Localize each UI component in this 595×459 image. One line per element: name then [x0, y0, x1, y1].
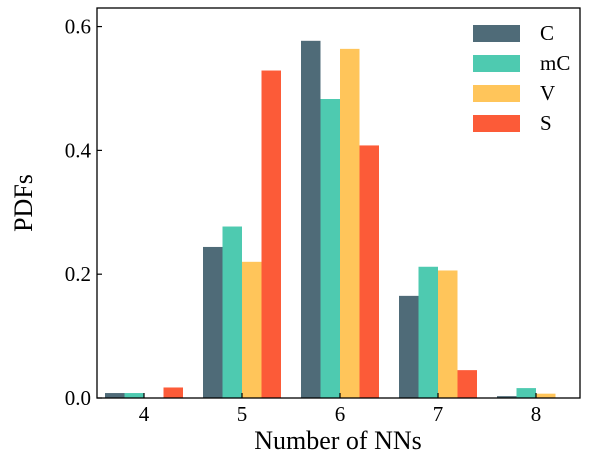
bar-V-7 — [438, 270, 458, 398]
x-tick-label: 6 — [335, 402, 346, 426]
legend-swatch-mC — [473, 55, 520, 72]
legend-swatch-V — [473, 85, 520, 102]
bar-C-4 — [105, 393, 125, 398]
legend-label-V: V — [540, 81, 555, 105]
bar-S-7 — [457, 370, 477, 398]
bar-C-6 — [301, 40, 321, 399]
y-tick-label: 0.2 — [65, 262, 91, 286]
bars-group — [105, 40, 556, 399]
x-tick-label: 5 — [237, 402, 248, 426]
bar-S-5 — [261, 70, 281, 399]
legend-label-mC: mC — [540, 51, 570, 75]
bar-mC-5 — [222, 226, 242, 398]
y-tick-label: 0.4 — [65, 138, 92, 162]
legend-swatch-S — [473, 115, 520, 132]
legend-swatch-C — [473, 25, 520, 42]
legend-label-S: S — [540, 111, 552, 135]
bar-C-7 — [399, 295, 419, 398]
bar-C-5 — [203, 246, 223, 398]
y-axis-label: PDFs — [9, 174, 38, 232]
plot-frame — [96, 7, 581, 399]
bar-C-8 — [497, 396, 517, 398]
bar-mC-8 — [516, 388, 536, 398]
legend-label-C: C — [540, 21, 554, 45]
bar-V-5 — [242, 261, 262, 398]
bar-S-6 — [359, 145, 379, 398]
x-axis-label: Number of NNs — [254, 426, 422, 455]
bar-V-6 — [340, 48, 360, 399]
x-tick-label: 8 — [531, 402, 542, 426]
bar-mC-7 — [418, 266, 438, 398]
y-axis-ticks: 0.0 0.2 0.4 0.6 — [65, 15, 102, 410]
legend: CmC VS — [473, 21, 570, 135]
bar-V-8 — [536, 393, 556, 398]
bar-S-4 — [163, 387, 183, 398]
x-tick-label: 7 — [433, 402, 444, 426]
bar-mC-6 — [320, 99, 340, 398]
x-tick-label: 4 — [139, 402, 150, 426]
bar-mC-4 — [124, 393, 144, 398]
y-tick-label: 0.6 — [65, 15, 91, 39]
x-axis-ticks: 4 5 6 7 8 — [139, 393, 542, 426]
y-tick-label: 0.0 — [65, 386, 91, 410]
